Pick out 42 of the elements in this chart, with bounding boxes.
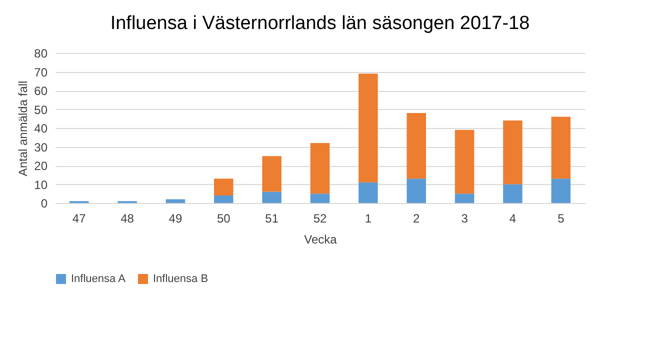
bar bbox=[358, 74, 378, 182]
y-tick-label: 50 bbox=[34, 102, 48, 117]
bar bbox=[310, 143, 330, 194]
bar bbox=[406, 113, 426, 179]
x-tick-label: 2 bbox=[413, 212, 420, 226]
x-axis-title: Vecka bbox=[304, 232, 338, 246]
legend-label: Influensa A bbox=[71, 273, 126, 285]
bar bbox=[358, 182, 378, 203]
y-tick-label: 20 bbox=[34, 159, 48, 173]
x-tick-label: 51 bbox=[265, 212, 279, 226]
bar bbox=[166, 199, 186, 203]
x-tick-label: 49 bbox=[168, 212, 182, 226]
bar bbox=[454, 130, 474, 194]
y-tick-label: 60 bbox=[34, 84, 48, 98]
x-tick-label: 3 bbox=[461, 212, 468, 226]
y-axis-title: Antal anmälda fall bbox=[16, 80, 30, 176]
bar bbox=[310, 194, 330, 203]
legend-label: Influensa B bbox=[153, 273, 208, 285]
bar bbox=[503, 184, 522, 203]
x-tick-label: 48 bbox=[120, 212, 134, 226]
x-tick-label: 4 bbox=[509, 212, 516, 226]
y-tick-label: 0 bbox=[40, 196, 48, 210]
x-tick-label: 1 bbox=[364, 212, 372, 226]
bar bbox=[214, 178, 234, 196]
bar bbox=[214, 196, 234, 203]
x-tick-label: 47 bbox=[72, 212, 86, 226]
bar bbox=[454, 194, 474, 203]
bar bbox=[503, 120, 522, 184]
y-tick-label: 30 bbox=[34, 140, 48, 154]
bar bbox=[262, 156, 282, 192]
bar bbox=[406, 178, 426, 203]
y-tick-label: 70 bbox=[34, 65, 48, 80]
bar bbox=[262, 192, 282, 203]
x-tick-label: 52 bbox=[313, 212, 327, 226]
bar bbox=[551, 178, 571, 203]
x-tick-label: 50 bbox=[216, 212, 231, 226]
chart-title: Influensa i Västernorrlands län säsongen 2017-18 bbox=[110, 13, 530, 34]
y-tick-label: 10 bbox=[34, 178, 48, 192]
y-tick-label: 40 bbox=[34, 122, 48, 136]
x-tick-label: 5 bbox=[558, 212, 565, 226]
y-tick-label: 80 bbox=[34, 46, 48, 60]
bar bbox=[551, 116, 571, 179]
